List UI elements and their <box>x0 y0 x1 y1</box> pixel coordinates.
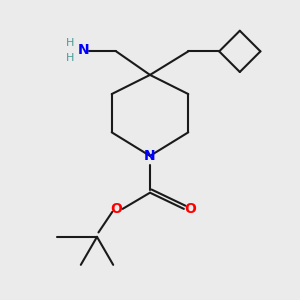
Text: N: N <box>78 43 90 57</box>
Text: H: H <box>66 53 74 63</box>
Text: O: O <box>184 202 196 216</box>
Text: N: N <box>144 149 156 163</box>
Text: O: O <box>110 202 122 216</box>
Text: H: H <box>66 38 74 47</box>
